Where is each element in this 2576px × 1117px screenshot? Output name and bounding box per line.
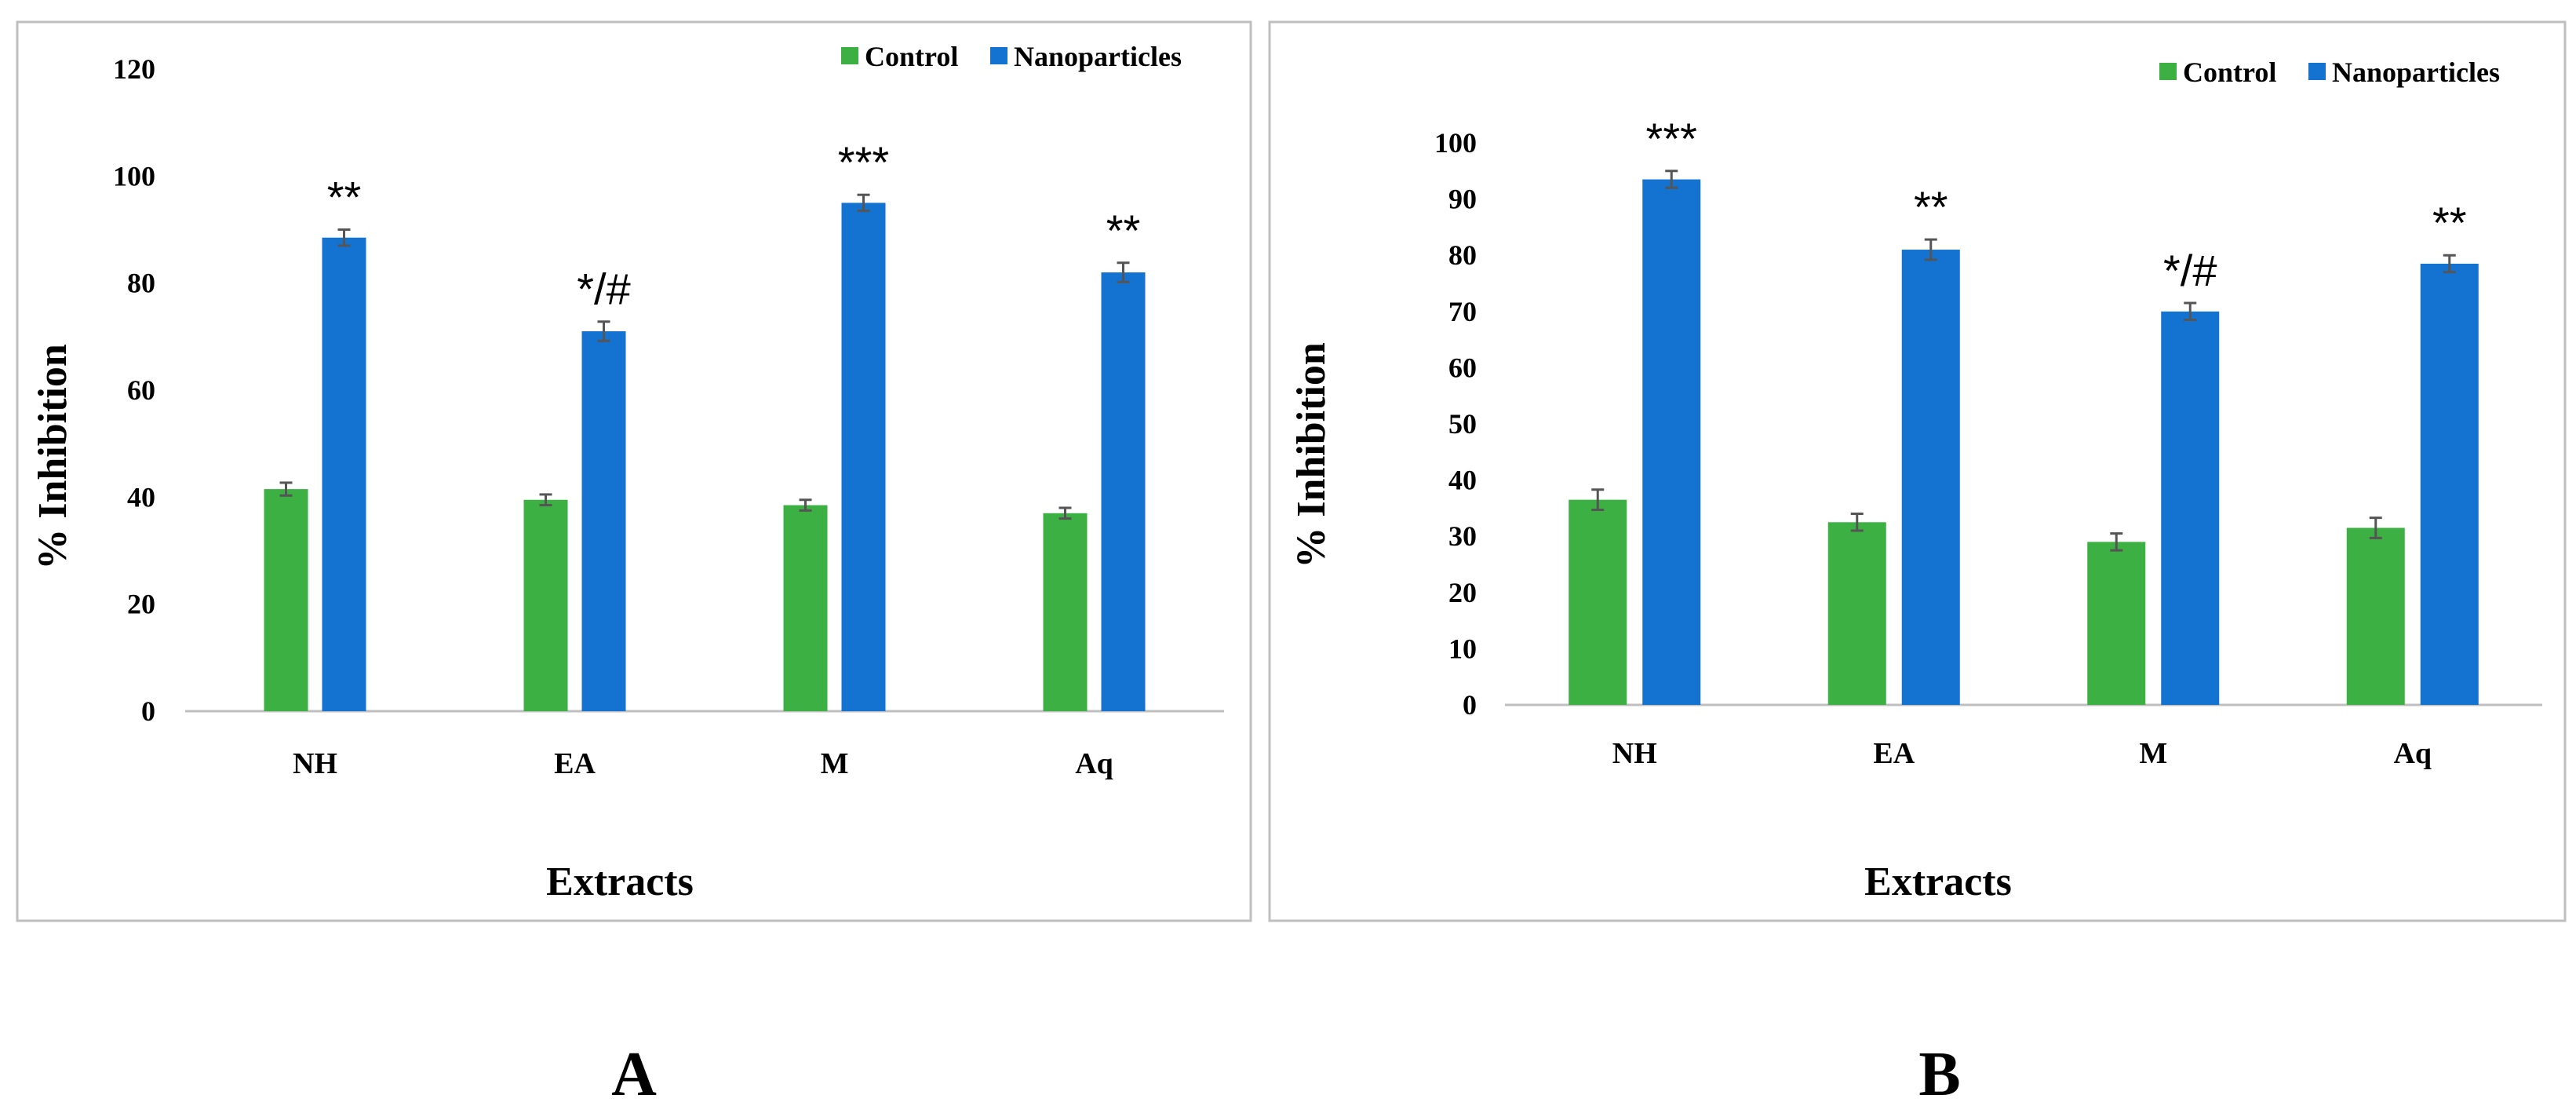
- panel-b-label: B: [1918, 1040, 1960, 1109]
- panel-a-ytick-label: 80: [127, 268, 155, 299]
- panel-b-category-label: M: [2139, 737, 2167, 770]
- panel-b-significance-label: **: [1914, 182, 1948, 232]
- panel-a-legend-control-label: Control: [865, 41, 958, 72]
- panel-a-ytick-label: 40: [127, 481, 155, 513]
- panel-b-ytick-label: 30: [1448, 520, 1477, 552]
- panel-a-significance-label: ***: [838, 137, 889, 187]
- panel-b-ytick-label: 70: [1448, 296, 1477, 327]
- panel-b-category-label: NH: [1612, 737, 1657, 770]
- panel-a-category-label: NH: [293, 747, 337, 780]
- panel-a-ylabel: % Inhibition: [31, 344, 75, 570]
- panel-b-significance-label: */#: [2163, 246, 2217, 295]
- panel-a-significance-label: **: [327, 173, 362, 222]
- panel-a-legend: Control Nanoparticles: [841, 41, 1182, 72]
- panel-a-border: [16, 20, 1252, 922]
- panel-b-ytick-label: 80: [1448, 239, 1477, 271]
- panel-a-significance-label: **: [1106, 206, 1141, 255]
- panel-a-plot: 0 20 40 60 80 100 120 NH ** EA */# M *** Aq **: [113, 53, 1224, 780]
- panel-a-label: A: [611, 1040, 657, 1109]
- panel-b-ytick-label: 60: [1448, 352, 1477, 383]
- panel-a: 0 20 40 60 80 100 120 NH ** EA */# M *** Aq ** % Inhib…: [16, 20, 1252, 1109]
- panel-b-ytick-label: 10: [1448, 633, 1477, 664]
- panel-b-bar-control-aq: [2346, 527, 2405, 705]
- panel-a-category-label: EA: [554, 747, 596, 780]
- panel-b-significance-label: **: [2432, 198, 2467, 247]
- panel-b-ytick-label: 50: [1448, 408, 1477, 440]
- panel-a-xlabel: Extracts: [546, 860, 694, 904]
- panel-b-ytick-label: 40: [1448, 465, 1477, 496]
- panel-a-category-label: Aq: [1075, 747, 1113, 780]
- panel-a-legend-nano-swatch: [990, 47, 1007, 64]
- panel-b-legend-nano-swatch: [2308, 63, 2326, 80]
- panel-a-legend-control-swatch: [841, 47, 858, 64]
- panel-a-bar-control-ea: [523, 499, 568, 711]
- panel-b-bar-control-nh: [1569, 499, 1627, 705]
- panel-b-legend-control-label: Control: [2183, 57, 2276, 88]
- panel-b-bar-nanoparticles-m: [2161, 311, 2220, 705]
- panel-b-bar-nanoparticles-ea: [1901, 250, 1960, 705]
- panel-b-category-label: Aq: [2393, 737, 2432, 770]
- panel-b-xlabel: Extracts: [1864, 860, 2012, 904]
- panel-b-significance-label: ***: [1646, 114, 1697, 163]
- panel-b-ytick-label: 0: [1463, 689, 1477, 721]
- panel-a-bar-nanoparticles-nh: [322, 237, 366, 712]
- panel-a-category-label: M: [821, 747, 849, 780]
- panel-b-ytick-label: 90: [1448, 184, 1477, 215]
- panel-b-ytick-label: 20: [1448, 577, 1477, 608]
- panel-a-bar-control-m: [783, 505, 828, 711]
- panel-a-ytick-label: 120: [113, 53, 155, 85]
- panel-b-bar-nanoparticles-nh: [1642, 179, 1701, 706]
- panel-a-ytick-label: 100: [113, 160, 155, 192]
- panel-b-legend-control-swatch: [2159, 63, 2177, 80]
- panel-a-bar-control-aq: [1043, 513, 1088, 711]
- panel-b-category-label: EA: [1873, 737, 1915, 770]
- panel-a-bar-nanoparticles-aq: [1101, 272, 1146, 711]
- panel-b-bar-control-m: [2087, 542, 2146, 705]
- panel-b-legend-nano-label: Nanoparticles: [2332, 57, 2500, 88]
- panel-b-ylabel: % Inhibition: [1289, 342, 1334, 568]
- panel-b-plot: 0 10 20 30 40 50 60 70 80 90 100 NH *** EA ** M */# Aq **: [1434, 114, 2542, 770]
- panel-a-legend-nano-label: Nanoparticles: [1014, 41, 1182, 72]
- panel-a-ytick-label: 60: [127, 374, 155, 406]
- panel-b-ytick-label: 100: [1434, 127, 1477, 159]
- panel-a-bar-nanoparticles-m: [841, 203, 886, 712]
- panel-a-bar-nanoparticles-ea: [581, 331, 626, 711]
- panel-b-bar-control-ea: [1827, 522, 1886, 705]
- panel-b-bar-nanoparticles-aq: [2420, 263, 2479, 705]
- panel-a-ytick-label: 0: [141, 695, 155, 727]
- panel-a-bar-control-nh: [264, 489, 308, 711]
- panel-b-legend: Control Nanoparticles: [2159, 57, 2500, 88]
- panel-b: 0102030405060708090100NH***EA**M*/#Aq** …: [1268, 20, 2567, 1109]
- panel-a-significance-label: */#: [577, 265, 631, 314]
- panel-a-ytick-label: 20: [127, 589, 155, 620]
